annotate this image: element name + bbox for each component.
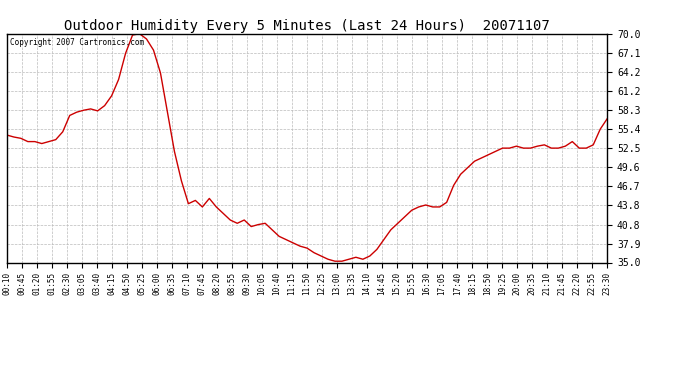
Title: Outdoor Humidity Every 5 Minutes (Last 24 Hours)  20071107: Outdoor Humidity Every 5 Minutes (Last 2… <box>64 19 550 33</box>
Text: Copyright 2007 Cartronics.com: Copyright 2007 Cartronics.com <box>10 38 144 47</box>
